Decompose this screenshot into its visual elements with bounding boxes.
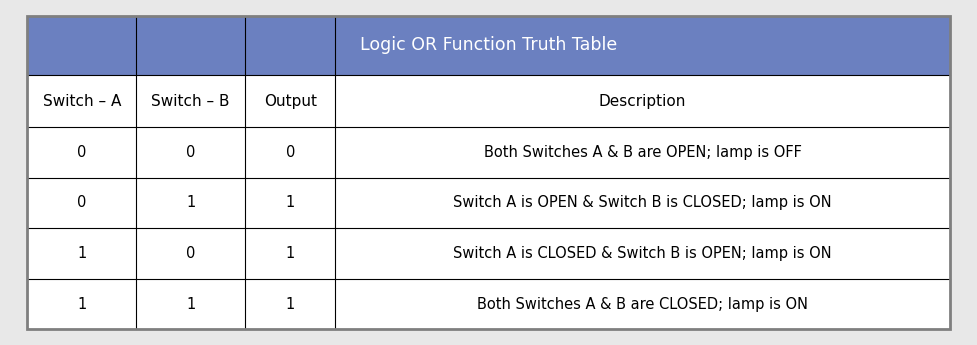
Text: 0: 0 [186,145,195,160]
Text: 1: 1 [186,195,195,210]
Text: 0: 0 [77,195,86,210]
Text: 0: 0 [186,246,195,261]
Text: 1: 1 [285,246,295,261]
Text: Description: Description [599,93,686,109]
Text: Logic OR Function Truth Table: Logic OR Function Truth Table [360,36,617,55]
Text: 1: 1 [285,195,295,210]
Text: Both Switches A & B are CLOSED; lamp is ON: Both Switches A & B are CLOSED; lamp is … [477,297,808,312]
Text: 1: 1 [77,297,86,312]
Text: Switch – A: Switch – A [43,93,121,109]
Text: 1: 1 [77,246,86,261]
Text: Both Switches A & B are OPEN; lamp is OFF: Both Switches A & B are OPEN; lamp is OF… [484,145,801,160]
Text: Switch A is OPEN & Switch B is CLOSED; lamp is ON: Switch A is OPEN & Switch B is CLOSED; l… [453,195,831,210]
Text: 1: 1 [186,297,195,312]
Text: 1: 1 [285,297,295,312]
Text: Switch – B: Switch – B [151,93,230,109]
Text: Switch A is CLOSED & Switch B is OPEN; lamp is ON: Switch A is CLOSED & Switch B is OPEN; l… [453,246,831,261]
Text: 0: 0 [77,145,86,160]
Text: 0: 0 [285,145,295,160]
Bar [27,16,950,75]
Text: Output: Output [264,93,317,109]
